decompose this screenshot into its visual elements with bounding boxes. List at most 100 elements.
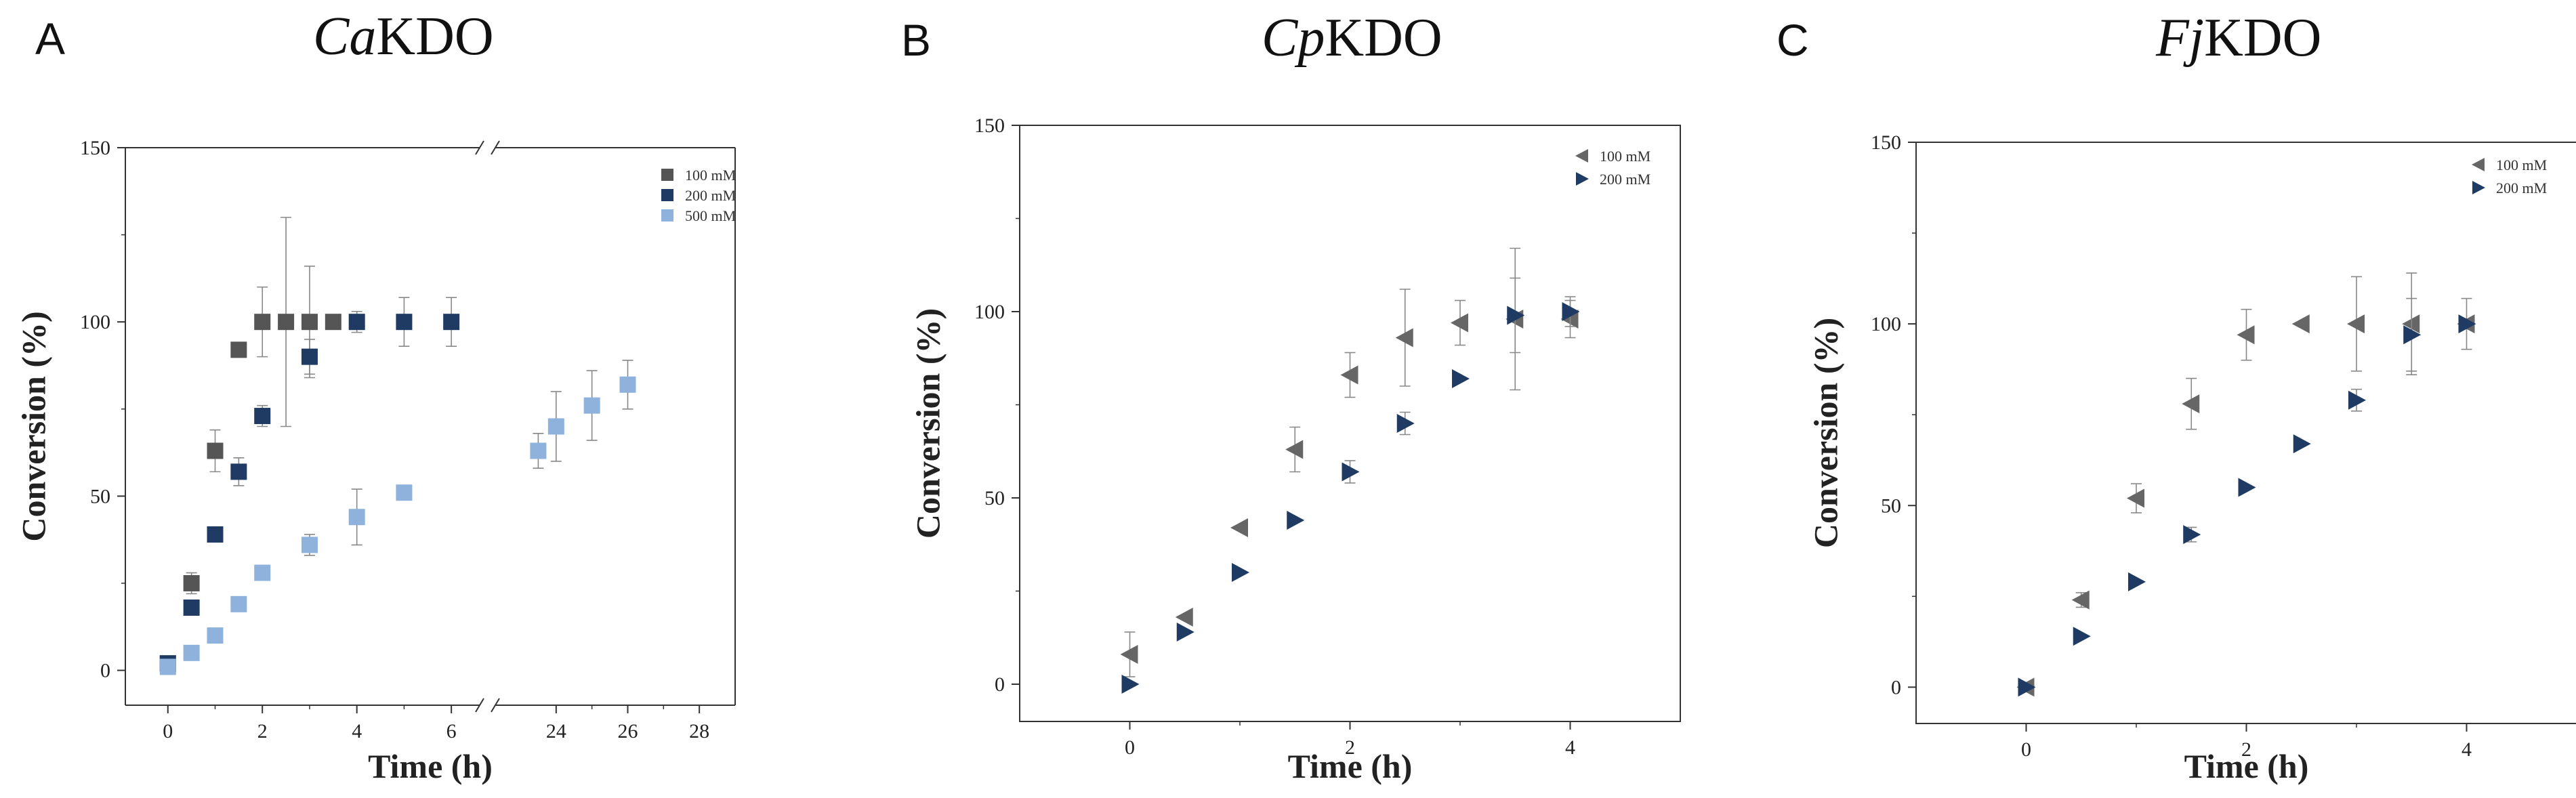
panel-title-rest: KDO [1325, 8, 1442, 68]
x-tick-label: 2 [257, 720, 268, 742]
y-tick-label: 100 [1871, 313, 1901, 335]
data-point [278, 314, 295, 331]
data-point [207, 442, 224, 459]
chart-panel-b: B CpKDO 0 50 100 150 0 2 4 Time (h) Conversion (%)… [901, 8, 1681, 785]
legend-label: 200 mM [2496, 180, 2547, 196]
legend-label: 200 mM [1600, 171, 1650, 188]
x-tick-label: 2 [2241, 738, 2251, 761]
data-point [619, 376, 636, 393]
data-point [207, 526, 224, 543]
y-tick-label: 50 [90, 485, 110, 507]
panel-title-italic: Cp [1262, 8, 1325, 68]
x-tick-label: 0 [163, 720, 173, 742]
data-point [2183, 525, 2201, 545]
y-tick-label: 150 [1871, 131, 1901, 154]
data-point [348, 314, 365, 331]
x-tick-label: 28 [689, 720, 709, 742]
data-point [2182, 394, 2200, 414]
legend: 100 mM 200 mM [2472, 156, 2547, 196]
legend-label: 100 mM [2496, 156, 2547, 173]
data-point [207, 627, 224, 644]
x-tick-label: 6 [446, 720, 457, 742]
data-point [1232, 563, 1249, 582]
x-tick-label: 4 [352, 720, 362, 742]
panel-title-rest: KDO [2204, 8, 2321, 68]
legend-marker [661, 189, 673, 201]
data-point [2291, 314, 2310, 334]
series-200-mm [159, 297, 460, 672]
data-point [2238, 478, 2256, 497]
data-point [230, 341, 247, 358]
y-tick-label: 0 [1891, 676, 1901, 698]
data-point [2073, 627, 2091, 646]
data-point [1176, 623, 1194, 642]
data-point [2237, 325, 2255, 345]
data-point [2018, 677, 2036, 697]
data-point [301, 537, 318, 553]
data-point [396, 484, 413, 501]
x-tick-label: 24 [546, 720, 566, 742]
legend-marker [661, 209, 673, 222]
data-point [301, 314, 318, 331]
series-500-mm [159, 359, 636, 675]
legend-marker [2472, 158, 2485, 171]
x-tick-label: 26 [617, 720, 638, 742]
panel-letter: A [35, 14, 65, 64]
series-200-mm [2018, 297, 2476, 697]
data-point [254, 314, 271, 331]
panel-title: FjKDO [2155, 8, 2321, 68]
data-point [1285, 440, 1304, 459]
data-point [2071, 590, 2090, 610]
legend-label: 200 mM [685, 187, 736, 204]
panel-title-italic: Fj [2155, 8, 2204, 68]
plot-frame [1019, 125, 1681, 722]
data-point [254, 408, 271, 425]
plot-frame [1915, 142, 2576, 724]
chart-panel-c: C FjKDO 0 50 100 150 0 2 4 Time (h) Conversion (%)… [1777, 8, 2576, 785]
data-point [2128, 572, 2146, 591]
axis-break-mark [475, 698, 484, 713]
legend: 100 mM 200 mM [1575, 148, 1650, 188]
legend-label: 100 mM [685, 167, 736, 184]
data-point [1287, 511, 1305, 530]
data-point [1396, 414, 1415, 433]
data-point [1120, 645, 1138, 664]
data-point [1452, 369, 1470, 388]
legend-marker [661, 169, 673, 181]
y-axis-label: Conversion (%) [14, 311, 52, 541]
data-point [1562, 302, 1580, 321]
data-point [230, 463, 247, 480]
data-point [2293, 434, 2311, 454]
legend-label: 100 mM [1600, 148, 1650, 165]
data-point [1230, 518, 1248, 537]
data-point [443, 314, 460, 331]
data-point [396, 314, 413, 331]
panel-title: CaKDO [313, 7, 494, 66]
legend: 100 mM 200 mM 500 mM [661, 167, 736, 224]
axis-break-mark [491, 140, 500, 155]
x-axis-label: Time (h) [368, 747, 493, 785]
data-point [1340, 365, 1358, 385]
data-point [1121, 675, 1140, 694]
axis-break-mark [491, 698, 500, 713]
y-tick-label: 0 [995, 673, 1005, 696]
legend-label: 500 mM [685, 207, 736, 224]
x-tick-label: 2 [1345, 736, 1355, 759]
data-point [183, 599, 200, 616]
data-point [348, 509, 365, 526]
data-point [1342, 462, 1360, 482]
data-point [2402, 314, 2420, 334]
data-point [183, 644, 200, 661]
x-axis-label: Time (h) [1288, 747, 1413, 785]
data-point [2458, 314, 2476, 334]
data-point [159, 658, 176, 675]
data-point [301, 348, 318, 365]
y-axis-label: Conversion (%) [1806, 318, 1844, 548]
y-axis-label: Conversion (%) [909, 308, 947, 539]
data-point [254, 564, 271, 581]
panel-title: CpKDO [1262, 8, 1442, 68]
y-tick-label: 50 [1881, 495, 1901, 517]
legend-marker [1575, 149, 1588, 163]
data-point [2127, 488, 2144, 508]
data-point [530, 442, 547, 459]
